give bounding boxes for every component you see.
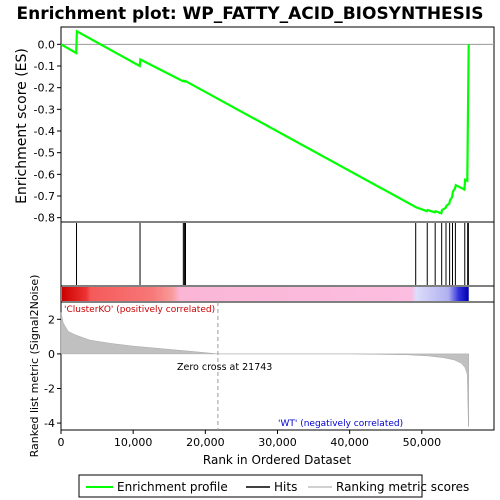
- metric-y-tick-label: 2: [48, 313, 55, 326]
- metric-panel-frame: [60, 301, 495, 431]
- rank-gradient: [62, 287, 469, 301]
- metric-y-label: Ranked list metric (Signal2Noise): [28, 275, 41, 458]
- es-y-tick-label: 0.0: [38, 38, 56, 51]
- es-panel-frame: [60, 26, 495, 223]
- es-y-axis: 0.0 -0.1 -0.2 -0.3 -0.4 -0.5 -0.6 -0.7 -0.8: [34, 38, 61, 225]
- es-y-label: Enrichment score (ES): [14, 48, 30, 204]
- positive-correlation-label: 'ClusterKO' (positively correlated): [64, 305, 215, 315]
- x-tick-label: 40,000: [330, 436, 369, 449]
- plot-title: Enrichment plot: WP_FATTY_ACID_BIOSYNTHE…: [17, 4, 484, 24]
- metric-y-tick-label: -2: [44, 382, 55, 395]
- es-y-tick-label: -0.1: [34, 60, 55, 73]
- es-y-tick-label: -0.6: [34, 168, 55, 181]
- x-tick-label: 0: [58, 436, 65, 449]
- x-tick-label: 30,000: [258, 436, 297, 449]
- x-tick-label: 20,000: [186, 436, 225, 449]
- hit-lines: [76, 223, 469, 285]
- enrichment-profile-line: [60, 29, 470, 215]
- es-y-tick-label: -0.8: [34, 212, 55, 225]
- legend-label-metric: Ranking metric scores: [336, 480, 469, 494]
- es-y-tick-label: -0.2: [34, 82, 55, 95]
- es-y-tick-label: -0.4: [34, 125, 55, 138]
- hits-panel: [60, 221, 495, 287]
- es-panel: 0.0 -0.1 -0.2 -0.3 -0.4 -0.5 -0.6 -0.7 -0.8 Enri…: [14, 26, 495, 225]
- ranked-metric-panel: 'ClusterKO' (positively correlated) Zero…: [28, 275, 495, 467]
- x-axis-label: Rank in Ordered Dataset: [203, 453, 351, 467]
- legend-label-hits: Hits: [274, 480, 297, 494]
- legend-label-enrichment: Enrichment profile: [117, 480, 228, 494]
- zero-cross-label: Zero cross at 21743: [177, 362, 272, 373]
- hits-panel-frame: [60, 221, 495, 287]
- x-tick-label: 10,000: [114, 436, 153, 449]
- metric-y-tick-label: -4: [44, 417, 55, 430]
- rank-color-bar: [60, 285, 495, 303]
- es-y-tick-label: -0.5: [34, 147, 55, 160]
- es-y-tick-label: -0.3: [34, 103, 55, 116]
- x-tick-label: 50,000: [403, 436, 442, 449]
- metric-y-axis: 2 0 -2 -4: [44, 313, 61, 430]
- x-axis: 0 10,000 20,000 30,000 40,000 50,000: [58, 430, 442, 449]
- ranking-metric-area: [60, 312, 469, 427]
- metric-y-tick-label: 0: [48, 348, 55, 361]
- es-y-tick-label: -0.7: [34, 190, 55, 203]
- legend: Enrichment profile Hits Ranking metric s…: [78, 474, 469, 498]
- negative-correlation-label: 'WT' (negatively correlated): [278, 419, 403, 429]
- legend-frame: [78, 474, 423, 498]
